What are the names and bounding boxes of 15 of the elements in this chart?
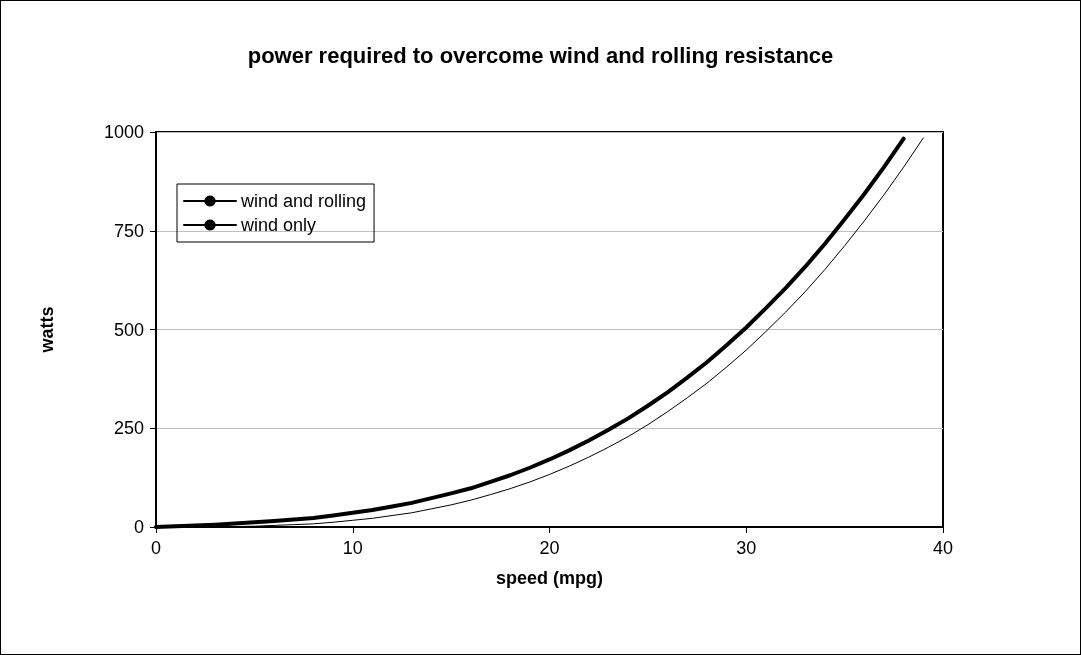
y-tick-label: 750: [113, 220, 144, 241]
y-axis-title: watts: [37, 306, 57, 354]
y-tick-label: 500: [113, 319, 144, 340]
y-tick-label: 1000: [103, 122, 144, 142]
chart-title: power required to overcome wind and rolling resistance: [247, 42, 834, 68]
x-axis-title: speed (mpg): [495, 568, 604, 588]
x-tick-label: 0: [150, 538, 162, 558]
x-tick-label: 40: [932, 538, 954, 558]
y-tick-label: 250: [113, 418, 144, 439]
legend-label: wind only: [240, 215, 317, 235]
x-tick-label: 30: [736, 538, 757, 558]
x-tick-label: 20: [539, 538, 560, 558]
y-tick-label: 0: [133, 517, 144, 537]
legend-label: wind and rolling: [240, 191, 367, 211]
x-tick-label: 10: [342, 538, 363, 558]
